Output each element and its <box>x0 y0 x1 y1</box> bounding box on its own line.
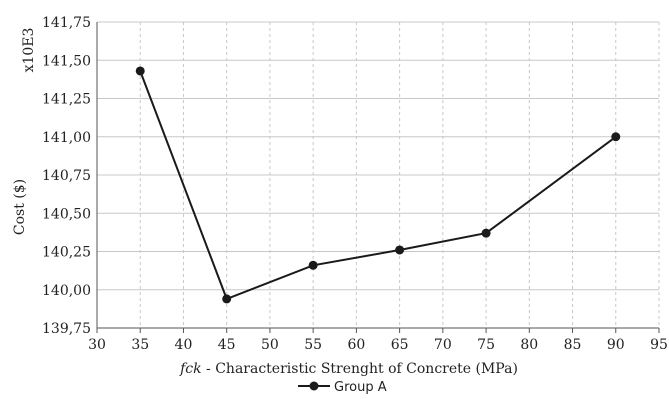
x-tick-label: 50 <box>261 337 279 353</box>
x-tick-label: 85 <box>564 337 582 353</box>
grid-layer <box>97 21 660 328</box>
x-axis-title-text: - Characteristic Strenght of Concrete (M… <box>202 361 518 377</box>
data-point <box>222 294 232 304</box>
x-tick-label: 75 <box>477 337 495 353</box>
x-tick-label: 65 <box>391 337 409 353</box>
y-tick-label: 140,25 <box>42 245 91 261</box>
y-tick-label: 141,75 <box>42 15 91 31</box>
x-tick-label: 45 <box>218 337 236 353</box>
y-axis-title: Cost ($) <box>12 179 28 235</box>
x-tick-label: 40 <box>175 337 193 353</box>
legend-marker-swatch <box>309 381 319 391</box>
x-tick-label: 30 <box>88 337 106 353</box>
data-point <box>481 228 491 238</box>
legend-label-group-a: Group A <box>334 380 387 394</box>
x-axis-title-prefix: fck <box>179 361 202 377</box>
y-tick-label: 140,50 <box>42 206 91 222</box>
x-axis-title: fck - Characteristic Strenght of Concret… <box>179 361 518 377</box>
series-layer <box>135 66 621 304</box>
data-point <box>395 245 405 255</box>
x-tick-label: 55 <box>304 337 322 353</box>
x-tick-label: 90 <box>607 337 625 353</box>
y-multiplier-label: x10E3 <box>21 28 37 73</box>
x-tick-label: 60 <box>347 337 365 353</box>
y-tick-label: 139,75 <box>42 321 91 337</box>
y-tick-label: 140,00 <box>42 283 91 299</box>
y-tick-label: 141,00 <box>42 130 91 146</box>
y-tick-label: 141,50 <box>42 53 91 69</box>
y-tick-label: 141,25 <box>42 92 91 108</box>
label-layer: 139,75 140,00 140,25 140,50 140,75 141,00 141,… <box>42 15 668 353</box>
legend: Group A <box>298 380 387 395</box>
x-tick-label: 35 <box>131 337 149 353</box>
x-tick-label: 70 <box>434 337 452 353</box>
x-tick-label: 80 <box>520 337 538 353</box>
y-tick-label: 140,75 <box>42 168 91 184</box>
data-point <box>135 66 145 76</box>
data-point <box>611 132 621 142</box>
data-point <box>308 260 318 270</box>
axis-layer <box>96 22 660 333</box>
x-tick-label: 95 <box>650 337 668 353</box>
series-line-0 <box>139 70 617 301</box>
